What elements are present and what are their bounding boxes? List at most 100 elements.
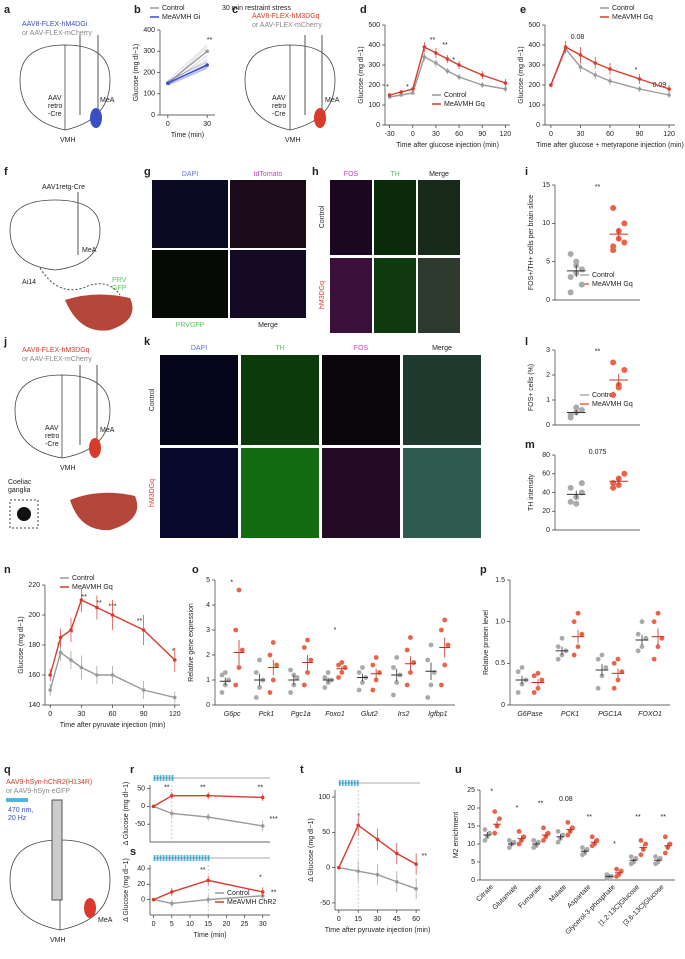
y-axis-label: Glucose (mg dl−1): [518, 46, 525, 103]
data-point: [651, 619, 657, 625]
liver: [65, 294, 133, 331]
label: or AAV-FLEX-mCherry: [252, 22, 322, 29]
data-point: [408, 635, 413, 640]
data-point: [589, 834, 595, 840]
annotation: *: [490, 789, 493, 796]
data-point: [580, 845, 585, 850]
data-point: [260, 890, 265, 894]
injection: [89, 438, 101, 458]
data-point: [399, 93, 404, 97]
panel-letter: r: [130, 764, 135, 776]
y-tick-label: 4: [206, 602, 210, 609]
label: MeA: [100, 427, 115, 434]
label: PRV: [112, 277, 127, 284]
data-point: [457, 63, 461, 67]
data-point: [339, 660, 345, 665]
legend-label: MeAVMH Gq: [444, 101, 485, 108]
panel-letter: k: [144, 336, 151, 348]
label: DAPI: [191, 345, 207, 352]
data-point: [578, 53, 583, 57]
data-point: [339, 670, 345, 675]
data-point: [222, 670, 228, 675]
series-line: [153, 794, 263, 807]
annotation: *: [259, 874, 262, 881]
data-point: [573, 500, 580, 507]
brain-outline: [9, 199, 101, 271]
data-point: [206, 815, 210, 819]
panel-letter: t: [300, 764, 304, 776]
x-tick-label: 60: [606, 131, 614, 138]
annotation: *: [516, 805, 519, 812]
data-point: [614, 866, 619, 872]
data-point: [639, 644, 645, 650]
data-point: [638, 838, 644, 843]
image-h: h FOS TH Merge Control hM3DGq: [312, 166, 460, 333]
x-tick-label: 90: [478, 131, 486, 138]
data-point: [141, 628, 146, 632]
y-axis-label: Δ Glucose (mg dl−1): [308, 818, 315, 882]
y-tick-label: 20: [542, 508, 550, 515]
data-point: [567, 484, 574, 491]
data-point: [206, 897, 210, 902]
data-point: [578, 407, 585, 413]
y-tick-label: 20: [467, 805, 475, 812]
data-point: [655, 644, 661, 650]
label: AAV8-FLEX-hM4DGi: [22, 21, 88, 28]
y-tick-label: 15: [467, 823, 475, 830]
data-point: [356, 869, 360, 873]
y-tick-label: -50: [135, 821, 145, 828]
legend-label: Control: [592, 392, 615, 399]
x-tick-label: 30: [432, 131, 440, 138]
data-point: [633, 856, 639, 861]
data-point: [337, 865, 341, 870]
annotation: *: [71, 630, 74, 637]
data-point: [79, 598, 84, 602]
data-point: [638, 852, 644, 858]
data-point: [151, 804, 156, 809]
panel-letter: n: [4, 564, 11, 576]
data-point: [593, 73, 598, 77]
label: TH: [275, 345, 284, 352]
annotation: **: [586, 814, 592, 821]
data-point: [594, 838, 600, 843]
x-axis-label: Time (min): [193, 932, 226, 939]
legend-label: Control: [592, 272, 615, 279]
data-point: [173, 695, 177, 700]
y-tick-label: 500: [528, 22, 540, 29]
x-tick-label: 45: [393, 916, 401, 923]
data-point: [410, 91, 415, 95]
y-tick-label: 300: [143, 48, 155, 55]
panel-letter: u: [455, 764, 462, 776]
brain-outline: [14, 374, 111, 459]
label: or AAV9-hSyn-eGFP: [6, 788, 70, 795]
x-tick-label: 20: [222, 921, 230, 928]
data-point: [560, 832, 566, 838]
label: VMH: [60, 465, 76, 472]
y-tick-label: 0: [536, 122, 540, 129]
x-tick-label: 90: [636, 131, 644, 138]
data-point: [519, 665, 525, 670]
x-tick-label: 120: [169, 711, 181, 718]
data-point: [387, 93, 392, 97]
y-axis-label: FOS+ cells (%): [528, 364, 535, 411]
x-tick-label: G6Pase: [517, 711, 542, 718]
image-g: g DAPI tdTomato PRVGFP Merge: [144, 166, 306, 329]
data-point: [567, 412, 574, 418]
data-point: [58, 635, 63, 640]
x-axis-label: Time after pyruvate injection (min): [60, 722, 166, 729]
data-point: [288, 690, 293, 695]
data-point: [571, 619, 577, 625]
diagram-j: j AAV8-FLEX-hM3DGq or AAV-FLEX-mCherry A…: [3, 336, 138, 531]
data-point: [274, 662, 279, 668]
data-point: [305, 670, 310, 675]
x-tick-label: PCK1: [561, 711, 579, 718]
data-point: [373, 677, 379, 683]
diagram-a: a AAV8-FLEX-hM4DGi or AAV-FLEX-mCherry A…: [4, 4, 115, 144]
annotation: **: [96, 600, 102, 607]
annotation: *: [613, 841, 616, 848]
panel-letter: o: [192, 564, 199, 576]
annotation: **: [271, 889, 277, 896]
series-line: [167, 64, 208, 84]
legend-label: Control: [444, 92, 467, 99]
annotation: *: [230, 579, 233, 586]
